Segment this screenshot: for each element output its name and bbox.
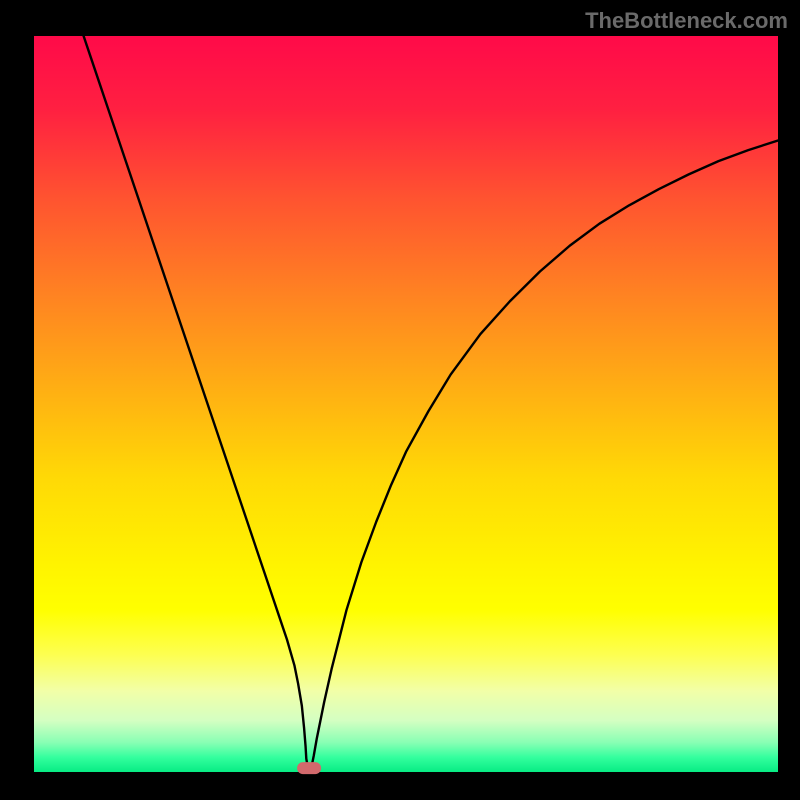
minimum-marker: [297, 762, 321, 774]
plot-area: [34, 36, 778, 772]
watermark-text: TheBottleneck.com: [585, 8, 788, 34]
bottleneck-curve: [71, 36, 778, 772]
chart-frame: TheBottleneck.com: [0, 0, 800, 800]
curve-svg: [34, 36, 778, 772]
